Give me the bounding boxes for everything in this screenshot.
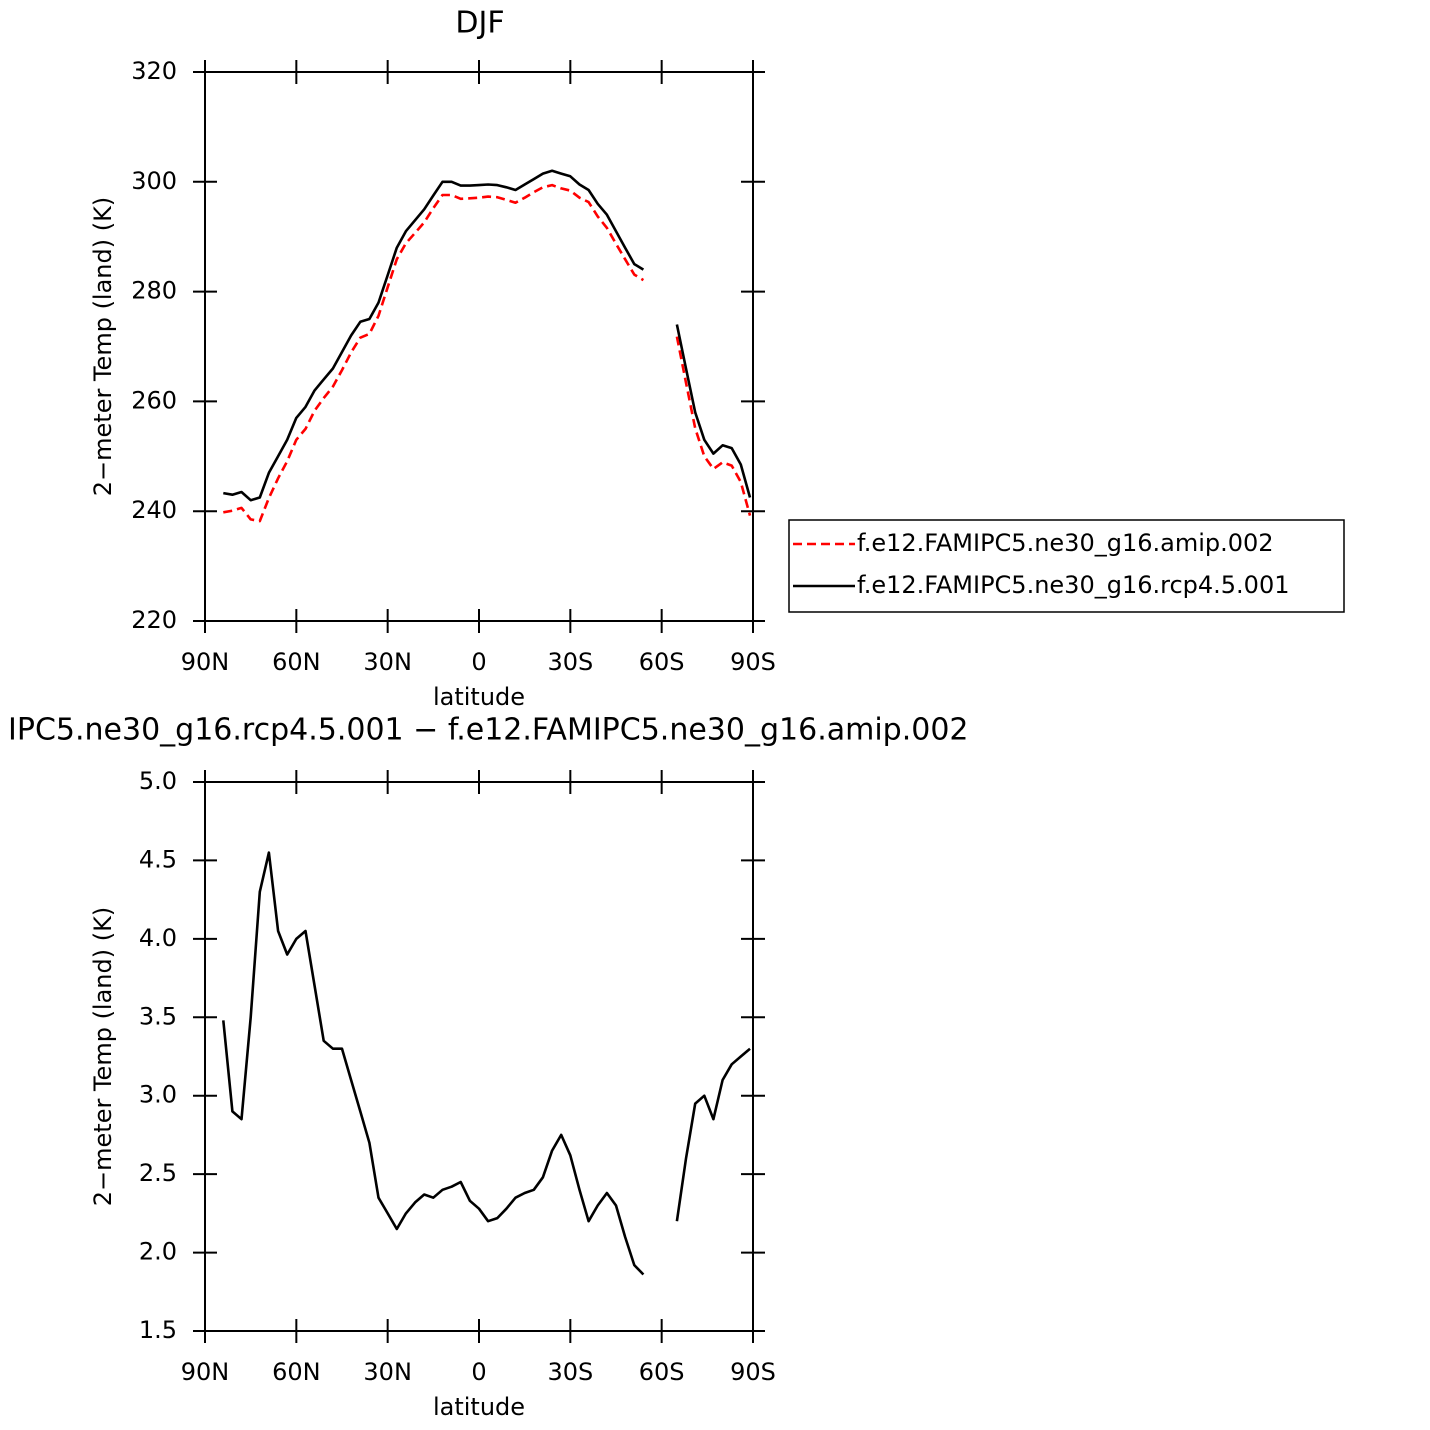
y-tick-label: 3.5 — [139, 1002, 177, 1030]
x-tick-label: 0 — [471, 648, 486, 676]
y-tick-label: 1.5 — [139, 1316, 177, 1344]
y-tick-label: 4.0 — [139, 924, 177, 952]
x-tick-label: 30N — [363, 648, 412, 676]
chart-title: IPC5.ne30_g16.rcp4.5.001 − f.e12.FAMIPC5… — [8, 713, 969, 748]
data-line — [223, 169, 752, 502]
y-tick-label: 3.0 — [139, 1081, 177, 1109]
x-tick-label: 30S — [547, 1358, 593, 1386]
x-axis-label: latitude — [433, 683, 525, 711]
y-tick-label: 240 — [131, 496, 177, 524]
data-line — [223, 183, 752, 523]
x-tick-label: 60S — [639, 1358, 685, 1386]
x-tick-label: 60N — [272, 1358, 321, 1386]
plot-frame — [204, 781, 754, 1332]
plot-frame — [204, 71, 754, 622]
y-tick-label: 320 — [131, 57, 177, 85]
x-tick-label: 30S — [547, 648, 593, 676]
y-tick-label: 280 — [131, 277, 177, 305]
x-tick-label: 0 — [471, 1358, 486, 1386]
y-tick-label: 2.0 — [139, 1238, 177, 1266]
x-axis-label: latitude — [433, 1393, 525, 1421]
x-tick-label: 30N — [363, 1358, 412, 1386]
y-tick-label: 220 — [131, 606, 177, 634]
x-tick-label: 90S — [730, 648, 776, 676]
chart-title: DJF — [455, 6, 504, 41]
x-tick-label: 90S — [730, 1358, 776, 1386]
y-axis-label: 2−meter Temp (land) (K) — [89, 907, 117, 1206]
y-tick-label: 2.5 — [139, 1159, 177, 1187]
data-line — [222, 851, 751, 1276]
x-tick-label: 90N — [181, 648, 230, 676]
y-tick-label: 5.0 — [139, 767, 177, 795]
x-tick-label: 90N — [181, 1358, 230, 1386]
legend-box — [788, 519, 1345, 613]
y-tick-label: 260 — [131, 386, 177, 414]
x-tick-label: 60N — [272, 648, 321, 676]
y-tick-label: 300 — [131, 167, 177, 195]
x-tick-label: 60S — [639, 648, 685, 676]
legend-label: f.e12.FAMIPC5.ne30_g16.amip.002 — [857, 529, 1274, 557]
y-tick-label: 4.5 — [139, 845, 177, 873]
legend-label: f.e12.FAMIPC5.ne30_g16.rcp4.5.001 — [857, 571, 1290, 599]
y-axis-label: 2−meter Temp (land) (K) — [89, 197, 117, 496]
